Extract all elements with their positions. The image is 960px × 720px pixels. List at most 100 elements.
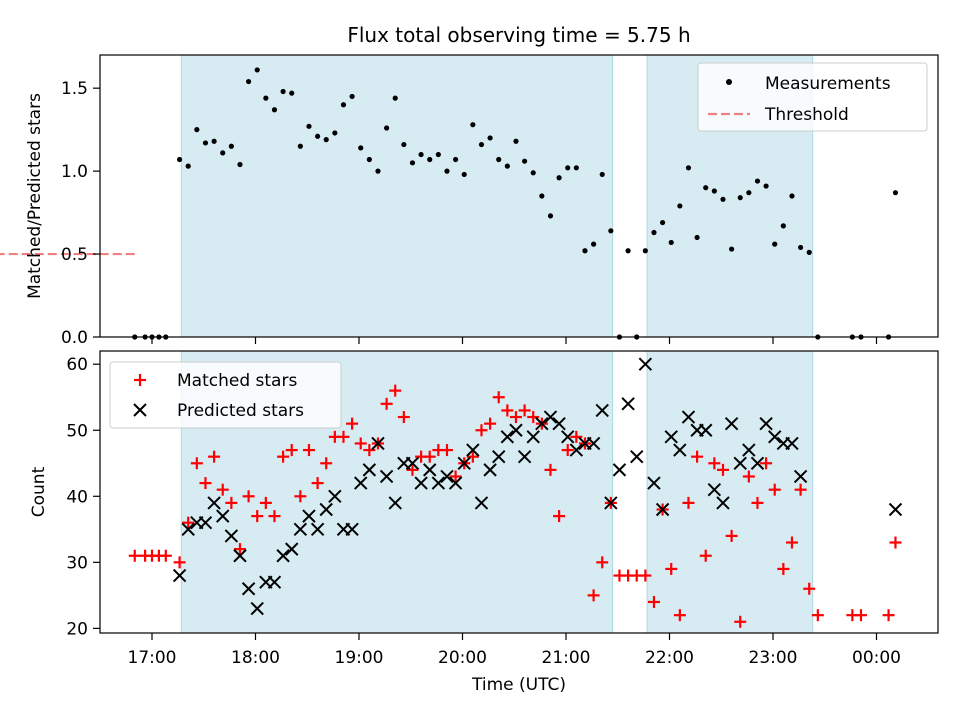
- top-y-tick-label: 0.5: [61, 245, 88, 265]
- matched-point: [354, 437, 367, 450]
- x-tick-label: 20:00: [438, 648, 487, 668]
- top-y-tick-label: 0.0: [61, 328, 88, 348]
- matched-point: [294, 490, 307, 503]
- measurement-point: [530, 170, 536, 176]
- measurement-point: [763, 183, 769, 189]
- predicted-point: [388, 496, 402, 510]
- matched-point: [311, 477, 324, 490]
- predicted-point: [569, 443, 584, 457]
- matched-point: [251, 510, 264, 523]
- measurement-point: [711, 188, 717, 194]
- matched-point: [173, 556, 186, 569]
- measurement-point: [228, 143, 234, 149]
- predicted-point: [440, 469, 454, 484]
- matched-point: [665, 562, 678, 575]
- predicted-point: [526, 430, 540, 444]
- matched-point: [518, 404, 531, 417]
- top-axes-frame: [99, 54, 939, 338]
- predicted-point: [233, 549, 247, 563]
- matched-point: [785, 536, 798, 549]
- matched-point: [225, 496, 238, 509]
- legend-predicted-marker: [133, 403, 147, 417]
- predicted-point: [371, 436, 385, 451]
- bottom-x-axis: 17:00 18:00 19:00 20:00 21:00 22:00 23:00 00:00: [128, 633, 901, 668]
- x-tick-label: 17:00: [128, 648, 177, 668]
- matched-point: [423, 450, 436, 463]
- predicted-point: [612, 463, 627, 477]
- predicted-point: [241, 582, 256, 596]
- measurement-point: [608, 228, 614, 234]
- measurement-point: [582, 248, 588, 254]
- x-axis-label: Time (UTC): [471, 675, 566, 695]
- predicted-point: [285, 542, 299, 556]
- predicted-point: [198, 516, 213, 530]
- matched-point: [159, 549, 172, 562]
- measurement-point: [780, 223, 786, 229]
- measurement-point: [720, 196, 726, 202]
- legend-matched-label: Matched stars: [177, 371, 297, 391]
- predicted-point: [379, 469, 394, 484]
- matched-point: [242, 490, 255, 503]
- measurement-point: [384, 125, 390, 131]
- measurement-point: [547, 213, 554, 219]
- predicted-point: [664, 430, 678, 444]
- measurement-point: [789, 193, 795, 199]
- predicted-point: [293, 522, 308, 537]
- matched-point: [509, 411, 522, 424]
- matched-point: [794, 483, 807, 496]
- matched-point: [527, 411, 540, 424]
- matched-point: [363, 444, 376, 457]
- predicted-point: [655, 502, 670, 517]
- matched-point: [716, 463, 729, 476]
- top-legend: Measurements Threshold: [697, 62, 928, 132]
- matched-point: [553, 510, 566, 523]
- measurement-point: [470, 122, 476, 128]
- bottom-y-tick-label: 50: [66, 421, 88, 441]
- matched-point: [691, 450, 704, 463]
- measurement-point: [246, 78, 252, 85]
- measurement-point: [461, 171, 467, 178]
- predicted-point: [354, 476, 368, 490]
- bottom-axes-frame: [99, 350, 939, 634]
- matched-point: [380, 397, 393, 410]
- shaded-interval-1: [646, 350, 814, 634]
- matched-point: [389, 384, 402, 397]
- measurement-point: [427, 156, 433, 163]
- predicted-point: [552, 416, 566, 431]
- predicted-point: [759, 416, 773, 431]
- measurement-point: [591, 241, 597, 247]
- measurement-point: [444, 168, 450, 174]
- measurement-point: [453, 156, 459, 163]
- predicted-point: [474, 496, 489, 510]
- predicted-point: [888, 502, 903, 517]
- predicted-point: [207, 496, 221, 510]
- top-y-tick-label: 1.5: [61, 79, 88, 99]
- predicted-point: [302, 509, 316, 523]
- predicted-point: [699, 423, 713, 437]
- measurement-point: [754, 178, 761, 184]
- bottom-y-axis: 20 30 40 50 60: [66, 355, 100, 639]
- measurement-point: [418, 151, 424, 158]
- measurement-point: [694, 234, 700, 241]
- predicted-point: [793, 469, 808, 484]
- legend-matched-marker: [134, 374, 146, 386]
- predicted-point: [768, 430, 782, 444]
- matched-point: [708, 457, 721, 470]
- measurement-point: [315, 133, 321, 139]
- matched-point: [639, 569, 652, 582]
- measurement-point: [332, 130, 338, 136]
- matched-point: [501, 404, 514, 417]
- predicted-point: [517, 449, 532, 464]
- legend-measurements-marker: [726, 79, 732, 85]
- predicted-point: [604, 496, 618, 510]
- predicted-point: [500, 430, 515, 444]
- predicted-point: [216, 509, 230, 523]
- matched-point: [587, 589, 600, 602]
- measurement-point: [599, 171, 605, 178]
- top-x-tickmarks: [151, 337, 878, 344]
- matched-point: [777, 562, 790, 575]
- bottom-y-tick-label: 30: [66, 553, 88, 573]
- measurement-point: [703, 185, 709, 191]
- x-tick-label: 19:00: [335, 648, 384, 668]
- measurement-point: [254, 67, 260, 73]
